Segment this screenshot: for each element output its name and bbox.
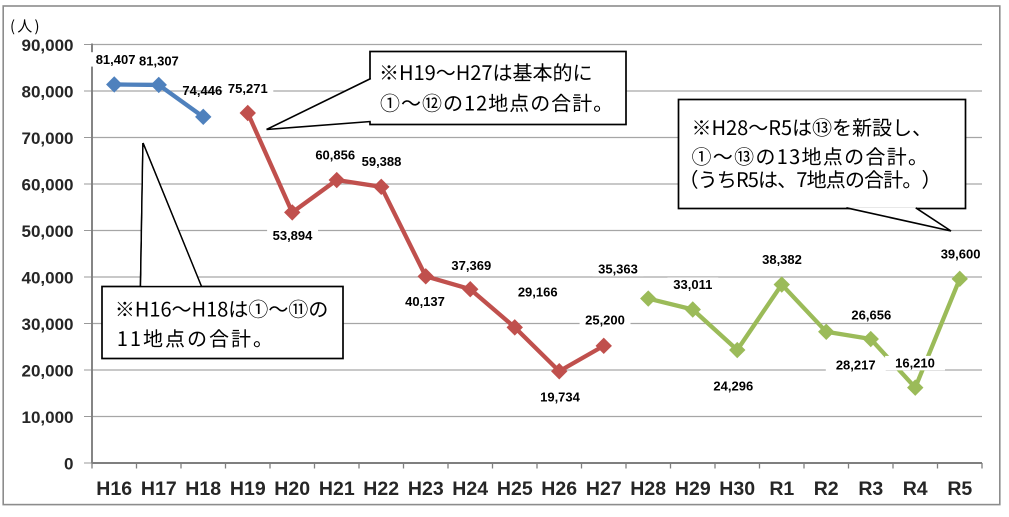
svg-text:R3: R3 [858,478,883,500]
svg-text:50,000: 50,000 [22,222,74,241]
svg-text:28,217: 28,217 [836,358,876,373]
svg-text:53,894: 53,894 [273,228,314,243]
svg-text:75,271: 75,271 [228,81,268,96]
svg-text:H28: H28 [630,478,666,500]
svg-text:40,137: 40,137 [405,294,445,309]
svg-text:24,296: 24,296 [713,378,753,393]
svg-text:H27: H27 [586,478,622,500]
svg-text:35,363: 35,363 [598,262,638,277]
svg-text:26,656: 26,656 [851,308,891,323]
svg-text:H26: H26 [541,478,577,500]
svg-text:R5: R5 [947,478,972,500]
svg-text:H23: H23 [408,478,444,500]
svg-text:H19: H19 [230,478,266,500]
svg-text:19,734: 19,734 [540,390,581,405]
svg-text:H30: H30 [719,478,755,500]
svg-text:20,000: 20,000 [22,361,74,380]
svg-text:60,856: 60,856 [315,148,355,163]
svg-text:40,000: 40,000 [22,268,74,287]
svg-text:H25: H25 [497,478,533,500]
svg-text:R1: R1 [769,478,794,500]
svg-text:25,200: 25,200 [585,313,625,328]
svg-text:H22: H22 [363,478,399,500]
svg-text:H24: H24 [452,478,488,500]
svg-text:10,000: 10,000 [22,408,74,427]
svg-text:16,210: 16,210 [895,356,935,371]
svg-text:0: 0 [64,454,73,473]
svg-text:70,000: 70,000 [22,129,74,148]
svg-text:39,600: 39,600 [941,247,981,262]
svg-text:H20: H20 [274,478,310,500]
svg-text:80,000: 80,000 [22,82,74,101]
svg-text:81,407: 81,407 [96,52,136,67]
svg-text:H18: H18 [185,478,221,500]
svg-text:29,166: 29,166 [518,285,558,300]
svg-text:H21: H21 [319,478,355,500]
svg-text:81,307: 81,307 [139,54,179,69]
svg-text:59,388: 59,388 [362,154,402,169]
svg-text:74,446: 74,446 [182,83,222,98]
svg-text:30,000: 30,000 [22,315,74,334]
svg-text:H16: H16 [96,478,132,500]
svg-text:R4: R4 [903,478,928,500]
svg-text:33,011: 33,011 [673,277,712,292]
svg-text:H29: H29 [675,478,711,500]
svg-text:37,369: 37,369 [451,258,491,273]
svg-text:60,000: 60,000 [22,175,74,194]
svg-text:H17: H17 [141,478,177,500]
svg-text:38,382: 38,382 [762,252,802,267]
svg-text:90,000: 90,000 [22,36,74,55]
svg-text:R2: R2 [814,478,839,500]
